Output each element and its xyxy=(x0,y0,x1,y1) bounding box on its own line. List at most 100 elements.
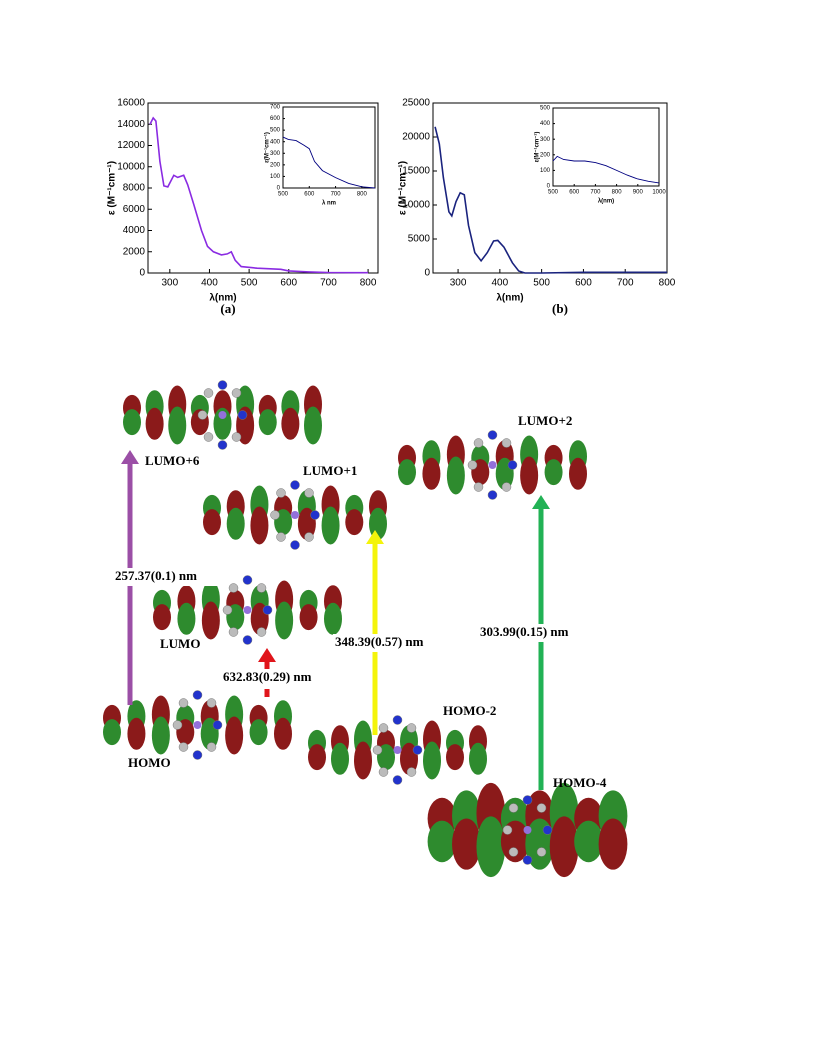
lobe xyxy=(168,406,187,445)
x-tick-label: 300 xyxy=(450,278,467,289)
lobe xyxy=(123,409,141,436)
atom xyxy=(231,388,242,398)
orbital-isosurface xyxy=(103,690,292,760)
orbital-label: LUMO+1 xyxy=(303,463,357,478)
atom xyxy=(203,432,214,442)
x-tick-label: 800 xyxy=(357,192,368,198)
atom xyxy=(228,583,239,593)
y-tick-label: 5000 xyxy=(408,234,431,245)
x-tick-label: 500 xyxy=(241,278,258,289)
label-bg xyxy=(113,568,225,586)
atom xyxy=(467,460,478,470)
x-tick-label: 500 xyxy=(533,278,550,289)
y-axis-label: ε (M⁻¹cm⁻¹) xyxy=(398,161,409,215)
lobe xyxy=(598,818,628,870)
lobe xyxy=(354,741,372,780)
atom xyxy=(487,490,498,500)
atom xyxy=(276,532,286,542)
data-line xyxy=(434,126,667,274)
atom xyxy=(192,750,203,760)
orbital-isosurface xyxy=(123,380,322,450)
label-bg xyxy=(221,669,333,687)
lobe xyxy=(423,741,441,780)
transition-label: 632.83(0.29) nm xyxy=(223,669,312,684)
atom xyxy=(372,745,383,755)
atom xyxy=(473,482,484,492)
y-axis-label: ε(M⁻¹cm⁻¹) xyxy=(264,132,271,163)
x-axis-label: λ(nm) xyxy=(496,293,523,304)
atom xyxy=(203,388,214,398)
x-axis-label: λ(nm) xyxy=(598,199,614,205)
y-tick-label: 0 xyxy=(139,268,145,279)
atom xyxy=(501,438,512,448)
orbital-label: LUMO+6 xyxy=(145,453,200,468)
y-tick-label: 400 xyxy=(540,121,551,127)
y-tick-label: 4000 xyxy=(123,225,146,236)
atom xyxy=(192,690,203,700)
arrow-head xyxy=(121,450,139,464)
panel-label: (a) xyxy=(220,301,235,316)
x-tick-label: 800 xyxy=(659,278,676,289)
y-tick-label: 25000 xyxy=(402,98,430,109)
atom xyxy=(206,742,217,752)
x-tick-label: 700 xyxy=(590,190,601,196)
atom xyxy=(228,627,239,637)
y-tick-label: 10000 xyxy=(117,161,145,172)
label-bg xyxy=(333,634,445,652)
lobe xyxy=(308,744,326,771)
y-axis-label: ε(M⁻¹cm⁻¹) xyxy=(534,132,541,163)
lobe xyxy=(549,816,579,878)
lobe xyxy=(225,716,244,755)
lobe xyxy=(103,719,121,746)
atom xyxy=(178,742,189,752)
metal-atom xyxy=(243,606,252,614)
lobe xyxy=(226,507,245,540)
arrow-head xyxy=(366,530,384,544)
orbital-label: HOMO-4 xyxy=(553,775,607,790)
x-tick-label: 600 xyxy=(569,190,580,196)
x-axis-label: λ nm xyxy=(322,201,336,207)
atom xyxy=(217,440,228,450)
y-tick-label: 15000 xyxy=(402,166,430,177)
x-axis-label: λ(nm) xyxy=(209,293,236,304)
lobe xyxy=(151,716,170,755)
lobe xyxy=(274,717,292,750)
atom xyxy=(276,488,286,498)
atom xyxy=(542,825,553,835)
lobe xyxy=(427,820,457,863)
y-tick-label: 16000 xyxy=(117,98,145,109)
atom xyxy=(222,605,233,615)
x-tick-label: 600 xyxy=(304,192,315,198)
x-tick-label: 500 xyxy=(278,192,289,198)
orbital-isosurface xyxy=(398,430,587,500)
atom xyxy=(178,698,189,708)
lobe xyxy=(446,744,464,771)
data-line xyxy=(149,116,369,274)
atom xyxy=(217,380,228,390)
atom xyxy=(197,410,208,420)
x-tick-label: 800 xyxy=(612,190,623,196)
lobe xyxy=(452,818,481,870)
x-tick-label: 700 xyxy=(320,278,337,289)
metal-atom xyxy=(218,411,227,419)
lobe xyxy=(422,457,441,490)
y-tick-label: 700 xyxy=(270,105,281,111)
y-tick-label: 100 xyxy=(540,168,551,174)
y-tick-label: 8000 xyxy=(123,183,146,194)
atom xyxy=(473,438,484,448)
y-tick-label: 500 xyxy=(540,106,551,112)
atom xyxy=(412,745,423,755)
atom xyxy=(536,803,547,813)
x-tick-label: 800 xyxy=(360,278,377,289)
atom xyxy=(310,510,320,520)
lobe xyxy=(153,604,171,631)
lobe xyxy=(544,459,563,486)
y-tick-label: 400 xyxy=(270,139,281,145)
transition-label: 348.39(0.57) nm xyxy=(335,634,424,649)
x-tick-label: 600 xyxy=(280,278,297,289)
x-tick-label: 600 xyxy=(575,278,592,289)
x-tick-label: 500 xyxy=(548,190,559,196)
atom xyxy=(237,410,248,420)
metal-atom xyxy=(193,721,202,729)
